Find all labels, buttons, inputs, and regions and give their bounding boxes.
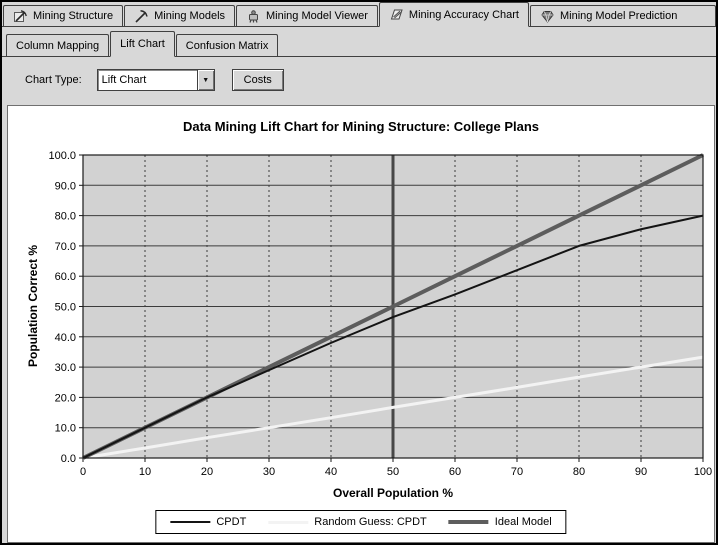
main-tabstrip: Mining Structure Mining Models Mining Mo… (2, 2, 716, 27)
x-tick-label: 30 (263, 466, 275, 478)
chart-title: Data Mining Lift Chart for Mining Struct… (182, 119, 540, 134)
x-tick-label: 60 (449, 466, 461, 478)
subtab-confusion-matrix[interactable]: Confusion Matrix (175, 34, 279, 56)
subtab-lift-chart[interactable]: Lift Chart (110, 31, 175, 57)
tab-mining-models[interactable]: Mining Models (124, 5, 236, 26)
y-tick-label: 50.0 (55, 302, 76, 314)
chevron-down-icon[interactable]: ▼ (196, 70, 214, 90)
mining-structure-icon (13, 9, 28, 24)
y-tick-label: 100.0 (48, 150, 76, 162)
legend-label: Ideal Model (494, 516, 552, 528)
subtab-column-mapping[interactable]: Column Mapping (6, 34, 110, 56)
x-axis-label: Overall Population % (332, 486, 454, 500)
tab-label: Mining Models (154, 10, 226, 22)
x-tick-label: 70 (511, 466, 523, 478)
tab-label: Mining Structure (33, 10, 114, 22)
legend-line-sample (268, 520, 309, 524)
legend-line-sample (170, 521, 211, 523)
x-tick-label: 100 (694, 466, 712, 478)
y-tick-label: 20.0 (55, 392, 76, 404)
x-tick-label: 80 (573, 466, 585, 478)
subtab-label: Lift Chart (120, 38, 165, 50)
legend-item: Random Guess: CPDT (268, 516, 427, 528)
series-line (82, 214, 704, 459)
mining-model-viewer-icon (246, 9, 261, 24)
legend-label: CPDT (216, 516, 247, 528)
y-tick-label: 0.0 (61, 453, 76, 465)
x-tick-label: 90 (635, 466, 647, 478)
legend-item: Ideal Model (448, 516, 552, 528)
chart-type-value: Lift Chart (101, 74, 147, 86)
costs-button[interactable]: Costs (231, 69, 284, 91)
legend-line-sample (448, 520, 489, 524)
y-tick-label: 80.0 (55, 211, 76, 223)
y-tick-label: 10.0 (55, 423, 76, 435)
x-tick-label: 50 (387, 466, 399, 478)
chart-type-select[interactable]: Lift Chart ▼ (96, 69, 215, 91)
tab-mining-model-prediction[interactable]: Mining Model Prediction (529, 5, 716, 26)
tab-mining-structure[interactable]: Mining Structure (3, 5, 124, 26)
legend-label: Random Guess: CPDT (314, 516, 427, 528)
legend-item: CPDT (170, 516, 246, 528)
chart-panel: Data Mining Lift Chart for Mining Struct… (7, 105, 715, 543)
y-tick-label: 90.0 (55, 180, 76, 192)
y-tick-label: 60.0 (55, 271, 76, 283)
x-tick-label: 0 (80, 466, 86, 478)
chart-controls: Chart Type: Lift Chart ▼ Costs (25, 69, 716, 91)
tab-mining-accuracy-chart[interactable]: Mining Accuracy Chart (378, 2, 529, 27)
y-axis-label: Population Correct % (26, 244, 40, 368)
subtab-label: Column Mapping (16, 39, 100, 52)
plot-border (82, 154, 704, 459)
x-tick-label: 10 (139, 466, 151, 478)
y-tick-label: 70.0 (55, 241, 76, 253)
mining-model-prediction-icon (540, 9, 555, 24)
y-tick-label: 40.0 (55, 332, 76, 344)
tab-label: Mining Model Prediction (559, 10, 678, 22)
mining-accuracy-chart-icon (389, 7, 404, 22)
mining-models-icon (134, 9, 149, 24)
chart-type-label: Chart Type: (25, 74, 82, 86)
tab-mining-model-viewer[interactable]: Mining Model Viewer (236, 5, 378, 26)
chart-legend: CPDT Random Guess: CPDT Ideal Model (155, 510, 567, 534)
lift-chart-plot: 0.0 10.0 20.0 30.0 40.0 50.0 60.0 70.0 80.0 90.0 1… (48, 150, 712, 478)
tab-label: Mining Model Viewer (266, 10, 368, 22)
subtab-label: Confusion Matrix (185, 39, 269, 52)
x-tick-label: 40 (325, 466, 337, 478)
x-tick-label: 20 (201, 466, 213, 478)
series-line (82, 355, 704, 460)
y-tick-label: 30.0 (55, 362, 76, 374)
sub-tabstrip: Column Mapping Lift Chart Confusion Matr… (2, 30, 716, 57)
tab-label: Mining Accuracy Chart (408, 8, 519, 21)
